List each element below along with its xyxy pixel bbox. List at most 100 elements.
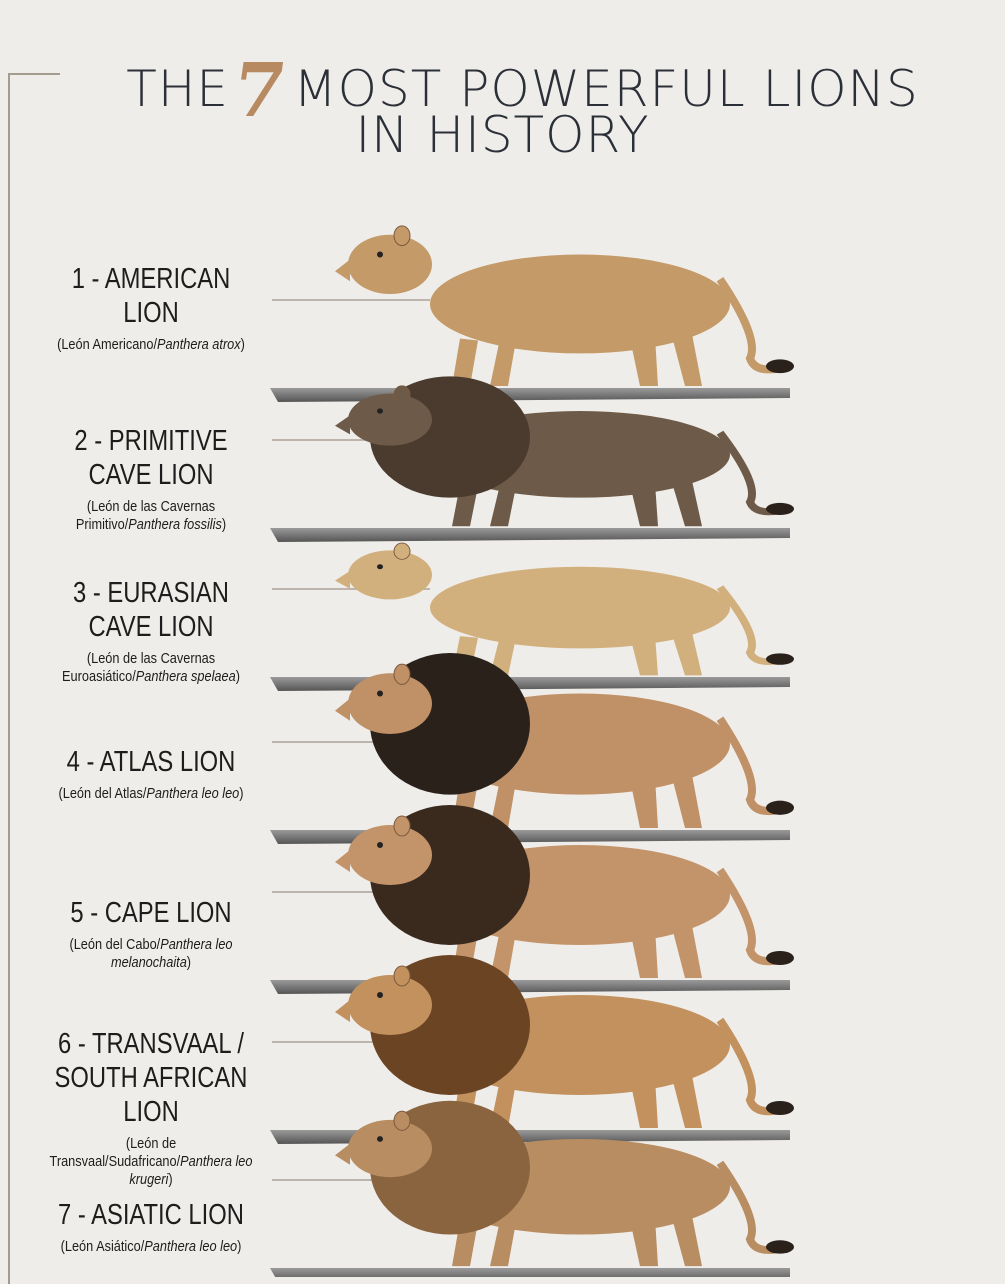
lion-label-5: 5 - CAPE LION (León del Cabo/Panthera leo… (20, 896, 282, 972)
head (348, 825, 432, 885)
lion-name: 1 - AMERICAN LION (71, 263, 231, 329)
lion-scientific-name: (León Asiático/Panthera leo leo) (40, 1238, 263, 1256)
lion-scientific-name: (León del Cabo/Panthera leo melanochaita… (40, 936, 263, 972)
lion-1 (335, 225, 794, 387)
paren: ) (168, 1171, 173, 1188)
muzzle (335, 698, 350, 721)
title-rest: MOST POWERFUL LIONS (293, 60, 919, 118)
title-the: THE (126, 60, 230, 118)
muzzle (335, 1143, 350, 1165)
common-name: (León Americano/ (57, 336, 158, 353)
common-name: (León Asiático/ (60, 1238, 145, 1255)
shelf (270, 388, 790, 402)
eye (377, 564, 383, 570)
paren: ) (237, 1238, 242, 1255)
eye (377, 690, 383, 697)
lion-name: 7 - ASIATIC LION (58, 1199, 244, 1231)
ear (393, 663, 411, 685)
tail (716, 277, 781, 374)
ear (393, 1110, 411, 1131)
shelf (270, 1268, 790, 1277)
head (348, 975, 432, 1035)
lion-3 (335, 542, 794, 676)
lion-label-3: 3 - EURASIAN CAVE LION (León de las Cavern… (20, 576, 282, 686)
paren: ) (239, 785, 244, 802)
common-name: (León de las Cavernas Primitivo/ (75, 498, 216, 533)
lion-scientific-name: (León del Atlas/Panthera leo leo) (40, 785, 263, 803)
lion-7 (335, 1100, 794, 1267)
paren: ) (186, 954, 192, 971)
eye (377, 408, 383, 414)
latin-name: Panthera leo leo (144, 1238, 238, 1255)
eye (377, 842, 383, 848)
tail-tuft (766, 502, 794, 515)
muzzle (335, 850, 350, 872)
lion-name: 5 - CAPE LION (70, 897, 232, 929)
latin-name: Panthera atrox (157, 336, 241, 353)
muzzle (335, 415, 350, 435)
lion-2 (335, 376, 794, 527)
head (348, 550, 432, 600)
eye (377, 992, 383, 998)
tail-tuft (766, 653, 794, 665)
lion-scientific-name: (León Americano/Panthera atrox) (40, 336, 263, 354)
paren: ) (221, 516, 227, 533)
tail (716, 716, 781, 816)
leg (490, 338, 516, 387)
ear (393, 225, 411, 247)
common-name: (León del Atlas/ (58, 785, 147, 802)
title-line-1: THE7MOST POWERFUL LIONS (20, 38, 1005, 134)
ear (393, 385, 411, 404)
tail (716, 430, 781, 516)
shelf (270, 980, 790, 994)
lion-name: 6 - TRANSVAAL / SOUTH AFRICAN LION (54, 1028, 248, 1128)
frame-line-horizontal (8, 73, 60, 75)
tail-tuft (766, 800, 794, 815)
head (348, 393, 432, 446)
common-name: (León de Transvaal/Sudafricano/ (49, 1135, 181, 1170)
ear (393, 815, 411, 837)
shelf (270, 528, 790, 542)
shelf (270, 830, 790, 844)
lion-name: 2 - PRIMITIVE CAVE LION (74, 425, 228, 491)
leg (452, 338, 478, 387)
lion-label-4: 4 - ATLAS LION (León del Atlas/Panthera l… (20, 745, 282, 803)
muzzle (335, 1000, 350, 1022)
lion-label-7: 7 - ASIATIC LION (León Asiático/Panthera … (20, 1198, 282, 1256)
body (430, 254, 730, 354)
latin-name: Panthera spelaea (135, 668, 236, 685)
lion-scientific-name: (León de las Cavernas Primitivo/Panthera… (40, 498, 263, 534)
lion-label-1: 1 - AMERICAN LION (León Americano/Panthera… (20, 262, 282, 354)
frame-line-vertical (8, 74, 10, 1284)
latin-name: Panthera leo melanochaita (110, 936, 233, 971)
leg (490, 779, 516, 828)
paren: ) (240, 336, 245, 353)
ear (393, 542, 411, 560)
tail (716, 585, 781, 665)
muzzle (335, 259, 350, 282)
head (348, 234, 432, 295)
head (348, 673, 432, 734)
latin-name: Panthera leo krugeri (129, 1153, 253, 1188)
tail-tuft (766, 1240, 794, 1254)
leg (490, 1220, 516, 1267)
eye (377, 1136, 383, 1142)
lion-scientific-name: (León de Transvaal/Sudafricano/Panthera … (40, 1135, 263, 1189)
lion-name: 4 - ATLAS LION (66, 746, 236, 778)
leg (490, 484, 516, 527)
lion-6 (335, 955, 794, 1128)
lion-label-2: 2 - PRIMITIVE CAVE LION (León de las Caver… (20, 424, 282, 534)
paren: ) (235, 668, 240, 685)
leg (490, 930, 516, 978)
title-line-2: IN HISTORY (355, 106, 650, 164)
eye (377, 251, 383, 258)
leg (490, 636, 516, 676)
tail-tuft (766, 359, 794, 374)
tail (716, 1017, 781, 1116)
shelf (270, 677, 790, 691)
body (430, 566, 730, 649)
lion-5 (335, 805, 794, 978)
lion-name: 3 - EURASIAN CAVE LION (73, 577, 229, 643)
head (348, 1119, 432, 1178)
